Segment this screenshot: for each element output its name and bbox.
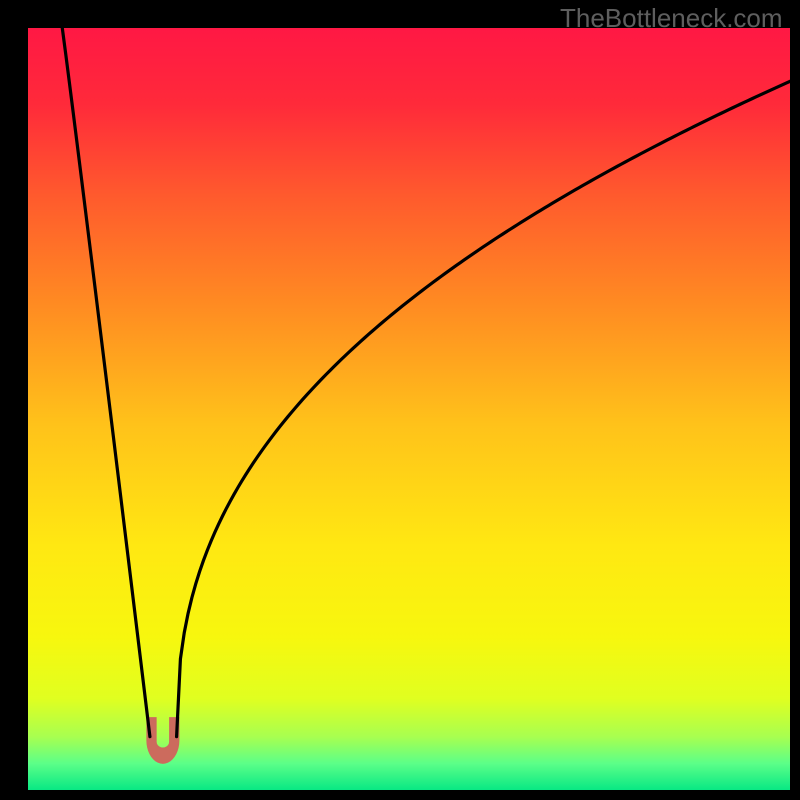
frame-bottom xyxy=(0,790,800,800)
bottleneck-chart xyxy=(28,28,790,790)
frame-right xyxy=(790,0,800,800)
plot-area xyxy=(28,28,790,790)
frame-left xyxy=(0,0,28,800)
